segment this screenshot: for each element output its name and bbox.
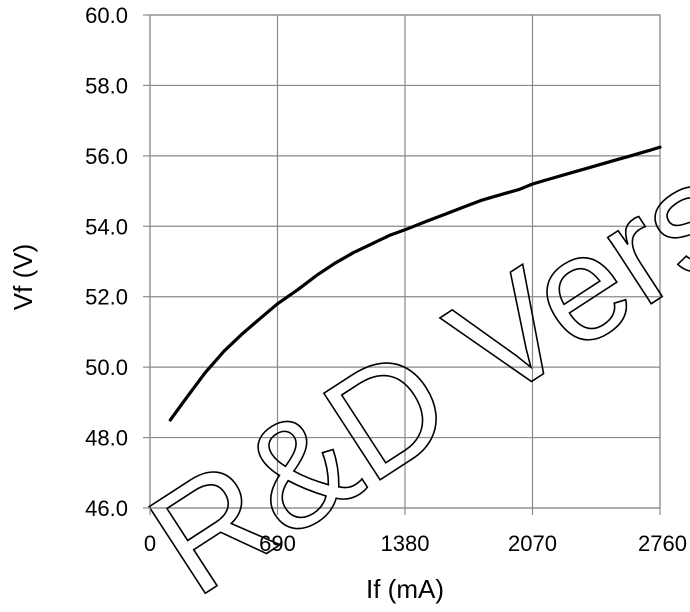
y-axis-title: Vf (V) <box>8 244 38 310</box>
x-tick-label-1: 690 <box>259 531 296 556</box>
x-axis-ticks: 0 690 1380 2070 2760 <box>144 508 687 556</box>
x-tick-label-2: 1380 <box>381 531 430 556</box>
y-tick-label-7: 46.0 <box>85 496 128 521</box>
y-tick-label-2: 56.0 <box>85 144 128 169</box>
x-tick-label-3: 2070 <box>508 531 557 556</box>
x-axis-title: If (mA) <box>366 574 444 604</box>
series-line-0 <box>168 145 662 422</box>
y-tick-label-5: 50.0 <box>85 355 128 380</box>
y-tick-label-0: 60.0 <box>85 3 128 28</box>
y-axis-ticks: 60.0 58.0 56.0 54.0 52.0 50.0 48.0 46.0 <box>85 3 150 521</box>
x-tick-label-0: 0 <box>144 531 156 556</box>
series-layer <box>168 145 662 422</box>
y-tick-label-4: 52.0 <box>85 285 128 310</box>
y-tick-label-3: 54.0 <box>85 214 128 239</box>
x-tick-label-4: 2760 <box>638 531 687 556</box>
y-tick-label-6: 48.0 <box>85 426 128 451</box>
y-tick-label-1: 58.0 <box>85 73 128 98</box>
